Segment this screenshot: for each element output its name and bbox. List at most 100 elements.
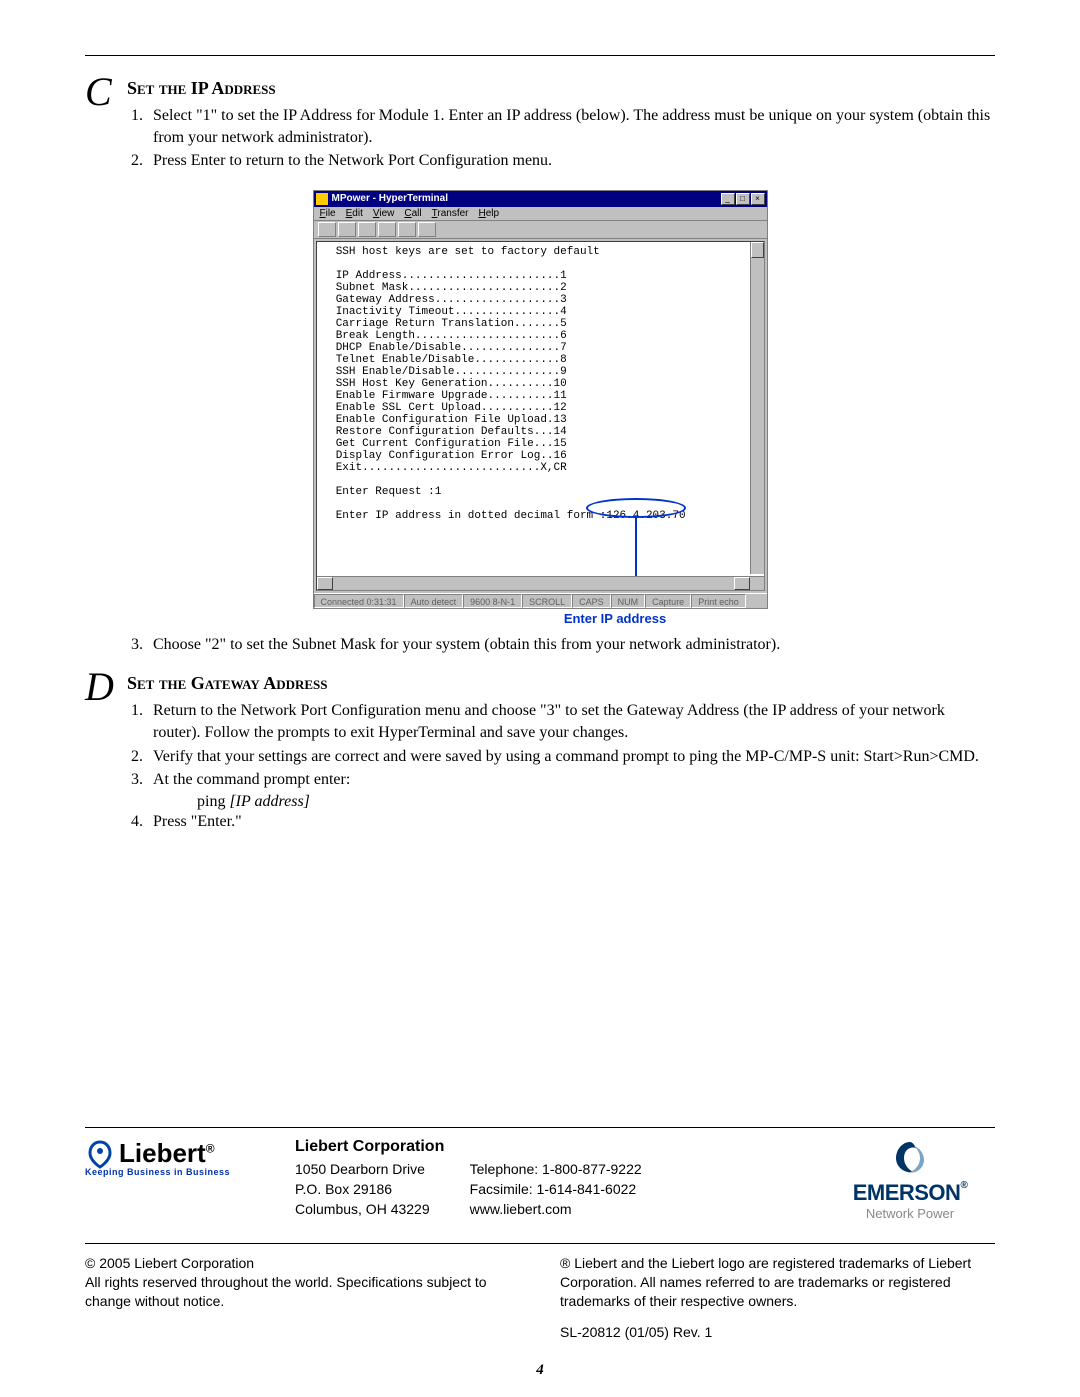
toolbar-button[interactable] (338, 222, 356, 237)
corp-block: Liebert Corporation 1050 Dearborn Drive … (295, 1138, 642, 1219)
corp-title: Liebert Corporation (295, 1138, 642, 1156)
copyright: © 2005 Liebert Corporation (85, 1254, 520, 1273)
emerson-logo: EMERSON® Network Power (825, 1138, 995, 1221)
hyperterminal-window: MPower - HyperTerminal _ □ × File Edit V… (313, 190, 768, 609)
menu-bar: File Edit View Call Transfer Help (314, 207, 767, 221)
terminal-text: SSH host keys are set to factory default… (317, 242, 764, 526)
status-print: Print echo (691, 594, 746, 608)
liebert-tagline: Keeping Business in Business (85, 1167, 230, 1177)
step-num: 1. (127, 105, 153, 148)
contact-web: www.liebert.com (470, 1200, 642, 1220)
toolbar-button[interactable] (318, 222, 336, 237)
page-number: 4 (0, 1362, 1080, 1379)
step-num: 3. (127, 634, 153, 656)
ping-command: ping [IP address] (197, 793, 995, 811)
liebert-name: Liebert® (119, 1138, 215, 1169)
window-controls: _ □ × (721, 193, 765, 205)
corp-address: 1050 Dearborn Drive P.O. Box 29186 Colum… (295, 1160, 430, 1219)
section-letter-d: D (85, 663, 114, 710)
legal-right: ® Liebert and the Liebert logo are regis… (560, 1254, 995, 1342)
status-caps: CAPS (572, 594, 611, 608)
close-button[interactable]: × (751, 193, 765, 205)
horizontal-scrollbar[interactable] (317, 576, 764, 590)
app-icon (316, 193, 328, 205)
step-d2: 2. Verify that your settings are correct… (127, 746, 995, 768)
section-letter-c: C (85, 68, 112, 115)
menu-help[interactable]: Help (479, 208, 500, 219)
vertical-scrollbar[interactable] (750, 242, 764, 574)
status-baud: 9600 8-N-1 (463, 594, 522, 608)
terminal-content-area: SSH host keys are set to factory default… (316, 241, 765, 591)
contact-fax: Facsimile: 1-614-841-6022 (470, 1180, 642, 1200)
legal-left: © 2005 Liebert Corporation All rights re… (85, 1254, 520, 1342)
doc-revision: SL-20812 (01/05) Rev. 1 (560, 1323, 995, 1342)
toolbar-button[interactable] (378, 222, 396, 237)
minimize-button[interactable]: _ (721, 193, 735, 205)
addr-line3: Columbus, OH 43229 (295, 1200, 430, 1220)
menu-view[interactable]: View (373, 208, 395, 219)
step-d4: 4. Press "Enter." (127, 811, 995, 833)
section-c-step3: 3. Choose "2" to set the Subnet Mask for… (127, 634, 995, 656)
contact-tel: Telephone: 1-800-877-9222 (470, 1160, 642, 1180)
status-capture: Capture (645, 594, 691, 608)
toolbar-button[interactable] (398, 222, 416, 237)
step-num: 4. (127, 811, 153, 833)
step-d1: 1. Return to the Network Port Configurat… (127, 700, 995, 743)
corp-contact: Telephone: 1-800-877-9222 Facsimile: 1-6… (470, 1160, 642, 1219)
menu-file[interactable]: File (320, 208, 336, 219)
toolbar (314, 221, 767, 239)
step-text: Select "1" to set the IP Address for Mod… (153, 105, 995, 148)
status-num: NUM (611, 594, 646, 608)
step-c2: 2. Press Enter to return to the Network … (127, 150, 995, 172)
maximize-button[interactable]: □ (736, 193, 750, 205)
status-bar: Connected 0:31:31 Auto detect 9600 8-N-1… (314, 593, 767, 608)
menu-edit[interactable]: Edit (346, 208, 363, 219)
terminal-figure: MPower - HyperTerminal _ □ × File Edit V… (85, 190, 995, 626)
step-text: Verify that your settings are correct an… (153, 746, 995, 768)
footer-block: Liebert® Keeping Business in Business Li… (85, 1117, 995, 1342)
trademark: ® Liebert and the Liebert logo are regis… (560, 1254, 995, 1311)
step-num: 2. (127, 746, 153, 768)
emerson-name: EMERSON® (825, 1180, 995, 1206)
menu-call[interactable]: Call (404, 208, 421, 219)
rights: All rights reserved throughout the world… (85, 1273, 520, 1311)
step-text: Press Enter to return to the Network Por… (153, 150, 995, 172)
window-titlebar: MPower - HyperTerminal _ □ × (314, 191, 767, 207)
section-c-title: Set the IP Address (127, 78, 995, 99)
section-d: D Set the Gateway Address 1. Return to t… (127, 673, 995, 832)
status-detect: Auto detect (404, 594, 464, 608)
status-connected: Connected 0:31:31 (314, 594, 404, 608)
terminal-caption: Enter IP address (564, 611, 666, 626)
step-num: 2. (127, 150, 153, 172)
section-d-step4: 4. Press "Enter." (127, 811, 995, 833)
top-rule (85, 55, 995, 56)
step-num: 1. (127, 700, 153, 743)
addr-line1: 1050 Dearborn Drive (295, 1160, 430, 1180)
toolbar-button[interactable] (418, 222, 436, 237)
ping-arg: [IP address] (229, 793, 309, 810)
menu-transfer[interactable]: Transfer (432, 208, 469, 219)
status-scroll: SCROLL (522, 594, 572, 608)
step-text: Return to the Network Port Configuration… (153, 700, 995, 743)
toolbar-button[interactable] (358, 222, 376, 237)
step-text: Choose "2" to set the Subnet Mask for yo… (153, 634, 995, 656)
emerson-sub: Network Power (825, 1206, 995, 1221)
section-d-title: Set the Gateway Address (127, 673, 995, 694)
step-c3: 3. Choose "2" to set the Subnet Mask for… (127, 634, 995, 656)
section-c-continued: 3. Choose "2" to set the Subnet Mask for… (127, 634, 995, 656)
liebert-logo: Liebert® Keeping Business in Business (85, 1138, 255, 1177)
section-c: C Set the IP Address 1. Select "1" to se… (127, 78, 995, 172)
addr-line2: P.O. Box 29186 (295, 1180, 430, 1200)
step-text: Press "Enter." (153, 811, 995, 833)
legal-block: © 2005 Liebert Corporation All rights re… (85, 1244, 995, 1342)
step-num: 3. (127, 769, 153, 791)
step-d3: 3. At the command prompt enter: (127, 769, 995, 791)
section-d-steps: 1. Return to the Network Port Configurat… (127, 700, 995, 790)
emerson-swirl-icon (890, 1138, 930, 1178)
section-c-steps: 1. Select "1" to set the IP Address for … (127, 105, 995, 172)
window-title: MPower - HyperTerminal (332, 193, 721, 204)
step-text: At the command prompt enter: (153, 769, 995, 791)
liebert-mark-icon (85, 1139, 115, 1169)
ping-prefix: ping (197, 793, 229, 810)
step-c1: 1. Select "1" to set the IP Address for … (127, 105, 995, 148)
